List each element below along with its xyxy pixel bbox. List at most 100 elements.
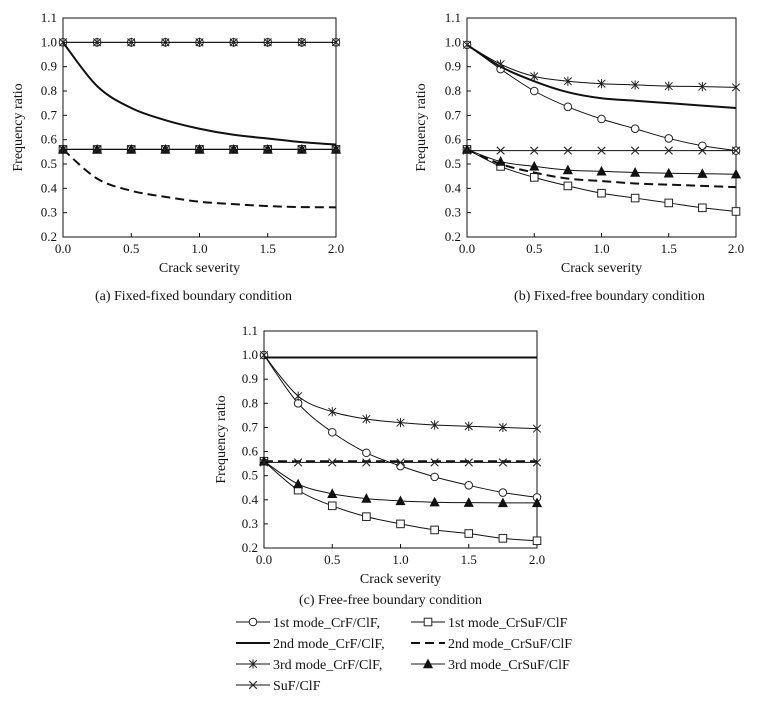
legend: 1st mode_CrF/ClF, 1st mode_CrSuF/ClF 2nd m… [236,616,572,694]
marker-x [597,146,606,155]
x-axis-label: Crack severity [360,572,441,587]
marker-circle [396,461,405,471]
chart-panel-a: 0.2 0.3 0.4 0.5 0.6 0.7 0.8 0.9 1.0 1.1 0.0 0.5 1.0 1… [11,10,344,304]
x-tick-label: 2.0 [328,241,344,256]
marker-square [362,512,371,521]
series-suf [259,458,542,467]
marker-asterisk [396,418,405,428]
marker-x [498,458,508,467]
x-tick-label: 0.5 [324,552,340,567]
marker-x [248,680,258,690]
series-line [263,354,538,430]
y-tick-label: 0.7 [242,419,259,434]
marker-triangle [562,164,573,175]
plot-frame [466,17,737,238]
marker-x [229,145,238,154]
marker-asterisk [259,350,269,360]
marker-circle [664,134,674,143]
marker-asterisk [462,40,472,50]
panel-caption: (b) Fixed-free boundary condition [514,289,705,304]
marker-asterisk [532,424,542,434]
marker-x [630,146,640,155]
x-tick-label: 0.5 [526,241,542,256]
y-tick-label: 0.5 [242,468,258,483]
marker-circle [563,102,573,112]
y-tick-label: 0.8 [445,83,461,98]
legend-item-m1_crsuf: 1st mode_CrSuF/ClF [411,616,568,631]
y-tick-label: 0.5 [41,156,57,171]
y-tick-label: 0.7 [41,107,58,122]
marker-x [92,145,102,154]
marker-triangle [663,167,674,178]
marker-asterisk [92,37,102,47]
marker-asterisk [229,37,238,47]
marker-x [195,145,204,154]
y-tick-label: 1.1 [41,10,57,25]
marker-square [327,501,337,511]
marker-x [731,146,741,155]
marker-asterisk [498,422,508,433]
series-m2_crsuf [62,148,337,209]
marker-square [731,207,741,216]
y-tick-label: 0.2 [242,540,258,555]
x-tick-label: 1.0 [392,552,408,567]
marker-asterisk [563,76,573,86]
x-tick-label: 1.5 [260,241,276,256]
marker-x [58,145,68,154]
marker-x [530,146,539,155]
marker-asterisk [664,81,673,91]
y-tick-label: 0.3 [41,205,57,220]
marker-asterisk [362,414,371,424]
marker-triangle [463,497,474,507]
x-tick-label: 0.0 [55,241,71,256]
legend-item-m2_crsuf: 2nd mode_CrSuF/ClF [411,637,572,652]
x-tick-label: 2.0 [728,241,744,256]
x-tick-label: 1.0 [593,241,609,256]
marker-square [664,198,674,208]
marker-x [293,458,303,467]
marker-asterisk [597,79,606,89]
panel-caption: (c) Free-free boundary condition [299,593,482,608]
marker-asterisk [328,407,337,417]
panel-caption: (a) Fixed-fixed boundary condition [95,289,292,304]
y-tick-label: 0.2 [445,229,461,244]
series-line [62,41,337,146]
legend-label: 1st mode_CrF/ClF, [273,616,380,631]
series-m3_crf [259,350,542,434]
marker-x [331,145,341,154]
marker-triangle [293,478,304,489]
plot-frame [62,17,337,238]
marker-x [496,146,505,155]
series-m2_crsuf [466,148,737,189]
marker-x [664,146,673,155]
legend-label: 1st mode_CrSuF/ClF [448,616,568,631]
y-tick-label: 0.9 [445,59,461,74]
legend-label: 2nd mode_CrSuF/ClF [448,637,572,652]
marker-asterisk [430,420,439,430]
series-m3_crsuf [461,143,742,179]
series-m2_crf [62,41,337,146]
x-tick-label: 0.0 [256,552,272,567]
y-tick-label: 0.8 [41,83,57,98]
legend-item-m1_crf: 1st mode_CrF/ClF, [236,616,380,631]
marker-x [263,145,272,154]
marker-asterisk [127,37,136,47]
marker-asterisk [331,37,341,47]
marker-asterisk [263,37,272,47]
chart-panel-c: 0.2 0.3 0.4 0.5 0.6 0.7 0.8 0.9 1.0 1.1 0.0 0.5 1.0 1… [214,323,545,608]
y-tick-label: 0.3 [242,516,258,531]
marker-asterisk [297,37,307,47]
marker-triangle [630,167,641,177]
marker-asterisk [630,80,640,90]
legend-label: SuF/ClF [273,679,321,694]
marker-square [532,536,542,546]
marker-square [423,617,433,627]
legend-item-m2_crf: 2nd mode_CrF/ClF, [236,637,385,652]
marker-triangle [596,165,607,176]
series-suf [58,145,341,154]
y-tick-label: 0.6 [242,444,259,459]
legend-label: 3rd mode_CrF/ClF, [273,658,382,673]
marker-x [430,458,439,467]
y-tick-label: 0.2 [41,229,57,244]
